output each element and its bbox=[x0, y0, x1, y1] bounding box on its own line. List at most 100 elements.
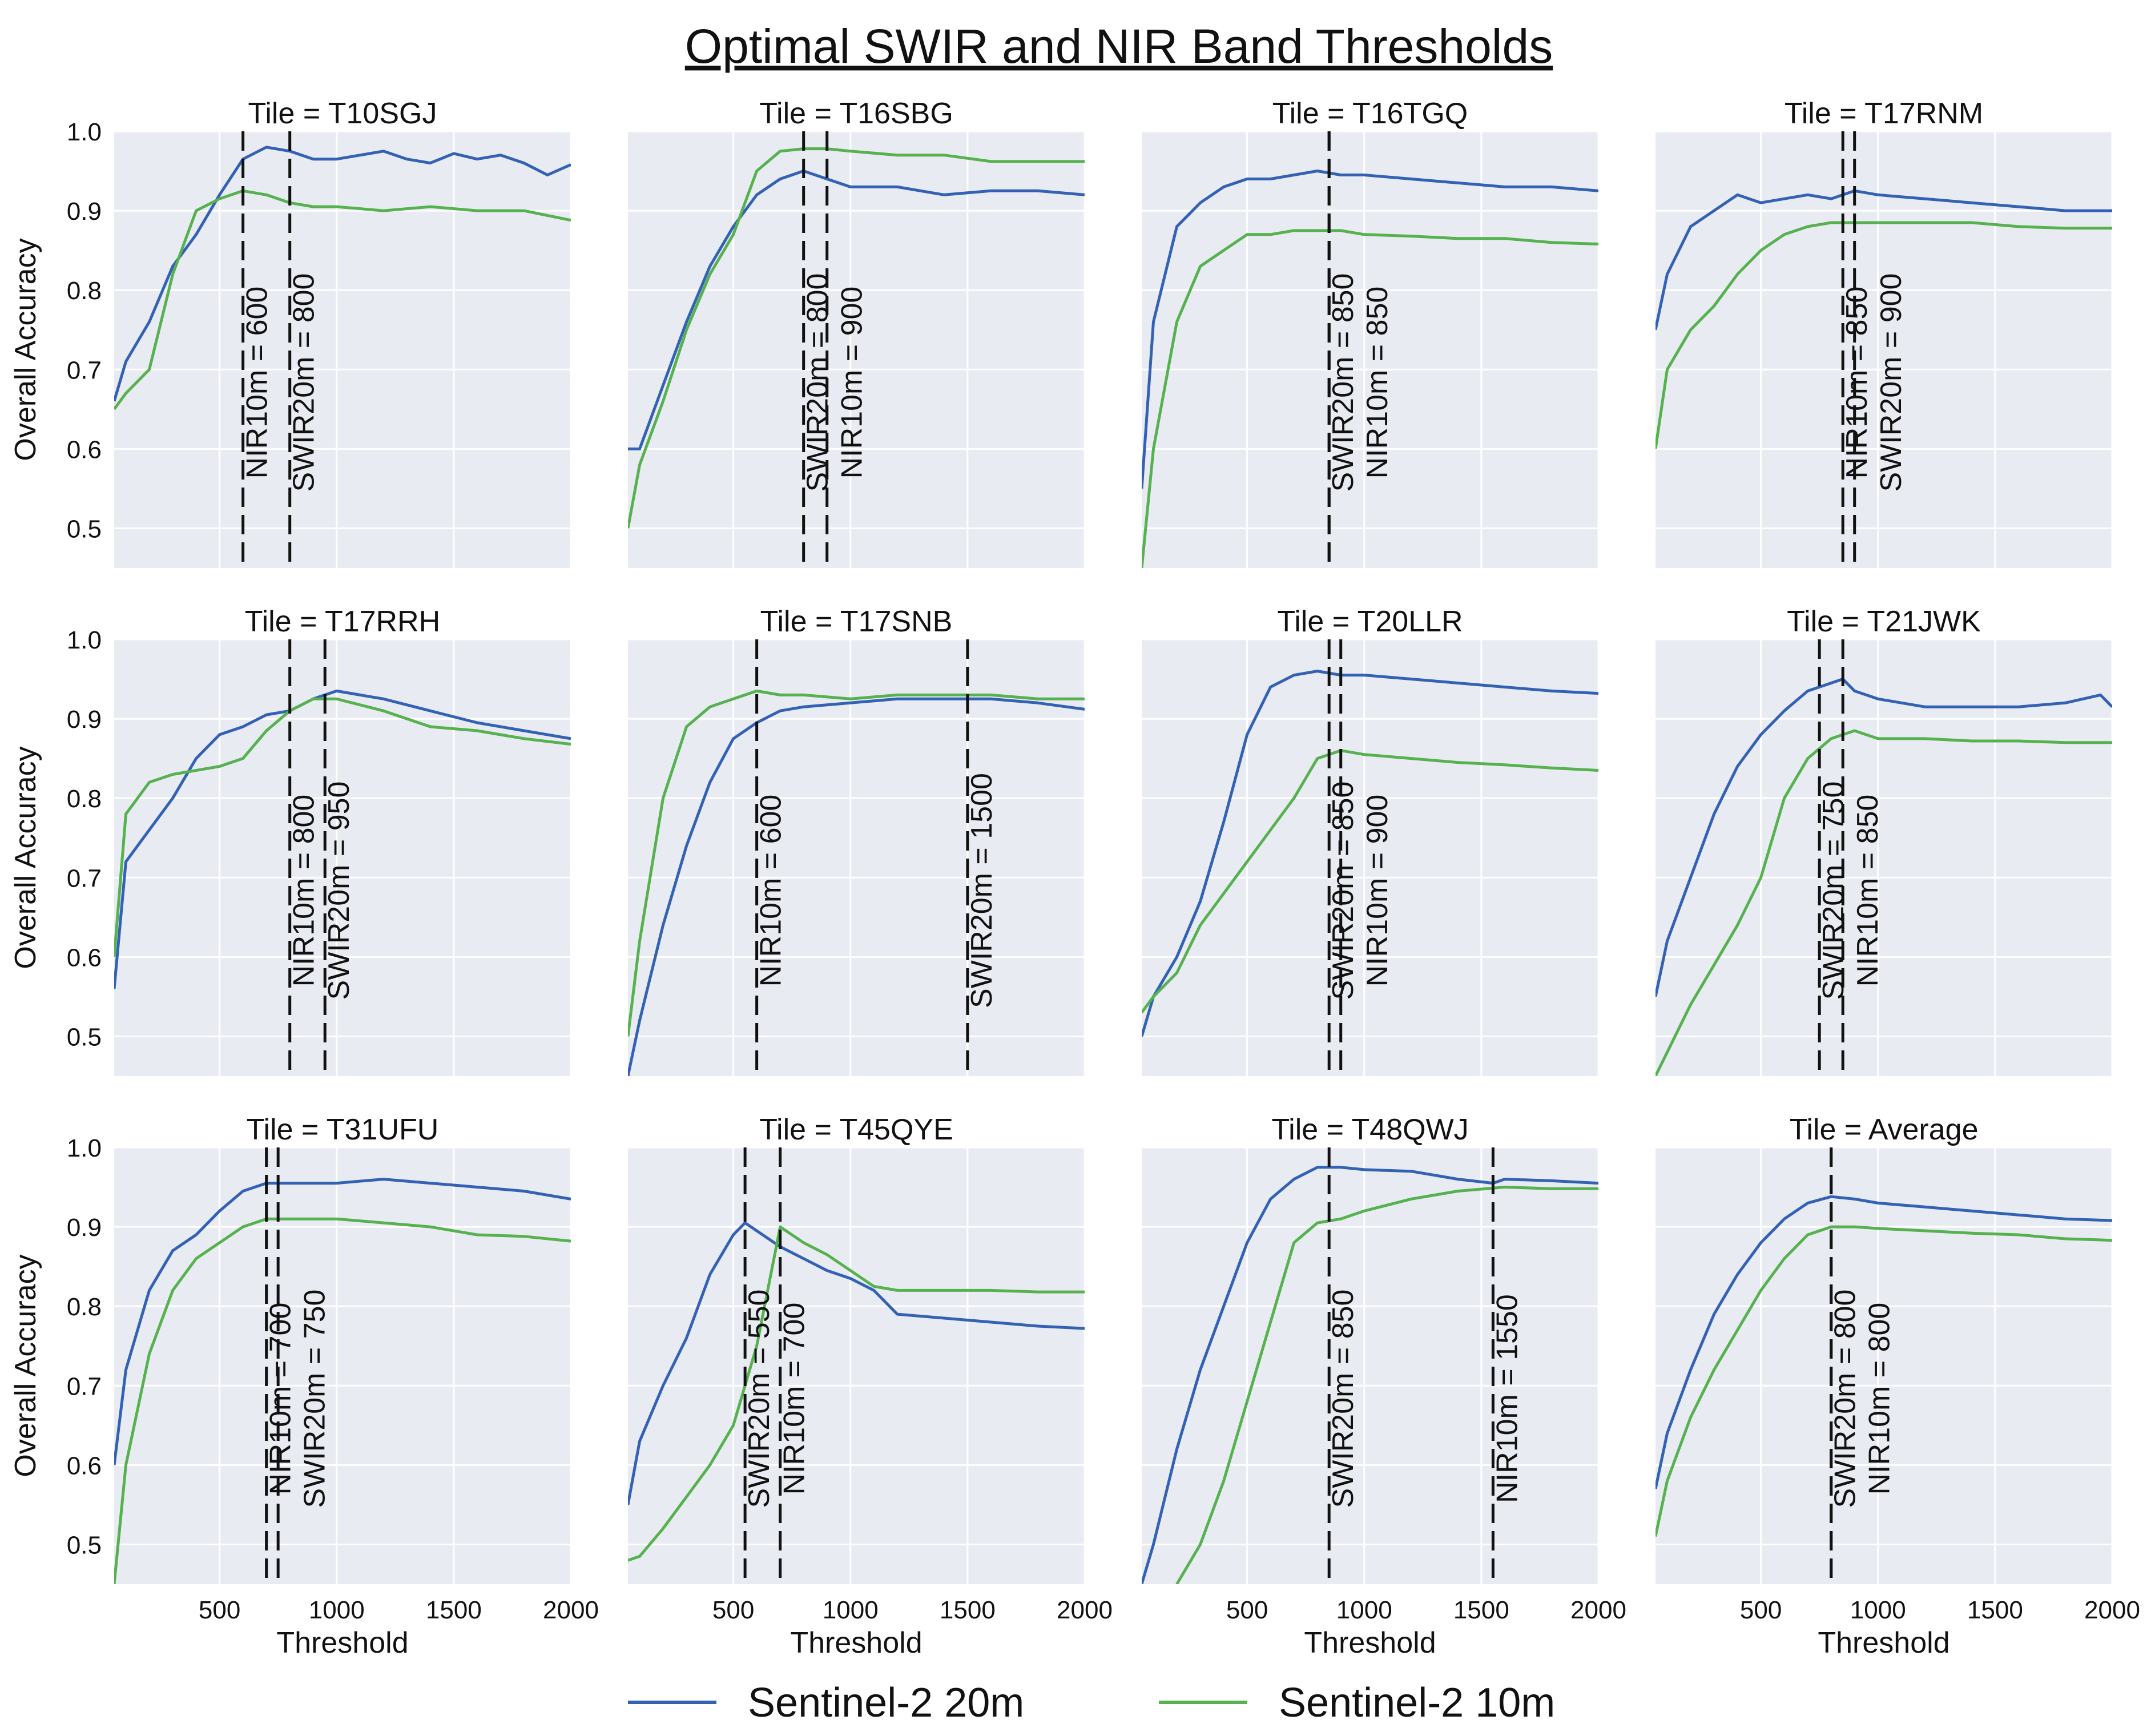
y-axis-label: Overall Accuracy bbox=[9, 746, 42, 969]
panel-grid: 0.5 0.6 0.7 0.8 0.9 1.0 Tile = T10SGJ NIR10m = … bbox=[9, 97, 2140, 1660]
x-tick-label: 1500 bbox=[940, 1596, 996, 1624]
threshold-label: NIR10m = 900 bbox=[836, 287, 869, 479]
panel-11: 500 1000 1500 2000 Tile = T48QWJ SWIR20m = 85… bbox=[1142, 1113, 1626, 1660]
x-tick-label: 2000 bbox=[543, 1596, 599, 1624]
panel-lines bbox=[1142, 131, 1598, 568]
threshold-label: NIR10m = 700 bbox=[264, 1303, 297, 1495]
series-line-s10 bbox=[1655, 729, 2112, 1076]
threshold-label: SWIR20m = 900 bbox=[1875, 273, 1908, 492]
threshold-label: NIR10m = 800 bbox=[288, 795, 321, 987]
series-line-s20 bbox=[628, 1221, 1085, 1505]
panel-lines bbox=[114, 639, 571, 1076]
panel-4: Tile = T17RNM NIR10m = 850 SWIR20m = 900 bbox=[1655, 97, 2113, 568]
series-line-s20 bbox=[1655, 678, 2112, 997]
x-tick-label: 2000 bbox=[2084, 1596, 2140, 1624]
y-tick-label: 0.9 bbox=[67, 1214, 102, 1242]
series-line-s20 bbox=[628, 170, 1085, 450]
y-tick-label: 0.7 bbox=[67, 1372, 102, 1400]
threshold-label: SWIR20m = 800 bbox=[801, 273, 835, 492]
plot-area bbox=[1655, 639, 2112, 1076]
figure-title: Optimal SWIR and NIR Band Thresholds bbox=[685, 19, 1553, 73]
panel-lines bbox=[1655, 639, 2112, 1076]
panel-lines bbox=[628, 639, 1085, 1076]
plot-area bbox=[1142, 1147, 1598, 1584]
series-line-s20 bbox=[1655, 1195, 2112, 1489]
plot-area bbox=[1655, 131, 2112, 568]
panel-lines bbox=[1655, 131, 2112, 568]
y-tick-label: 0.8 bbox=[67, 277, 102, 305]
panel-title: Tile = T17SNB bbox=[760, 605, 953, 638]
y-tick-label: 1.0 bbox=[67, 1134, 102, 1162]
x-axis-label: Threshold bbox=[790, 1626, 922, 1660]
x-tick-label: 1500 bbox=[1967, 1596, 2023, 1624]
x-axis-label: Threshold bbox=[276, 1626, 408, 1660]
panel-title: Tile = T20LLR bbox=[1277, 605, 1463, 638]
panel-12: 500 1000 1500 2000 Tile = Average SWIR20m = 8… bbox=[1655, 1113, 2140, 1660]
series-line-s10 bbox=[114, 189, 571, 410]
x-tick-label: 500 bbox=[199, 1596, 240, 1624]
plot-area bbox=[114, 131, 571, 568]
panel-9: 0.5 0.6 0.7 0.8 0.9 1.0 500 1000 1500 2000 Tile = … bbox=[9, 1113, 599, 1660]
series-line-s20 bbox=[1142, 170, 1598, 489]
series-line-s10 bbox=[628, 1225, 1085, 1562]
x-tick-label: 2000 bbox=[1057, 1596, 1113, 1624]
series-line-s10 bbox=[114, 697, 571, 957]
x-tick-label: 500 bbox=[712, 1596, 754, 1624]
threshold-label: NIR10m = 600 bbox=[755, 795, 788, 987]
plot-area bbox=[628, 131, 1085, 568]
threshold-label: SWIR20m = 850 bbox=[1327, 1290, 1360, 1508]
panel-7: Tile = T20LLR SWIR20m = 850 NIR10m = 900 bbox=[1142, 605, 1600, 1076]
x-tick-label: 500 bbox=[1226, 1596, 1268, 1624]
plot-area bbox=[114, 1147, 571, 1584]
legend-label-s20: Sentinel-2 20m bbox=[748, 1680, 1024, 1726]
threshold-label: SWIR20m = 750 bbox=[299, 1290, 332, 1508]
series-line-s20 bbox=[1142, 1166, 1598, 1584]
panel-title: Tile = Average bbox=[1790, 1113, 1979, 1146]
panel-lines bbox=[628, 131, 1085, 568]
y-tick-label: 0.5 bbox=[67, 1531, 102, 1559]
y-tick-label: 0.7 bbox=[67, 864, 102, 892]
plot-area bbox=[628, 1147, 1085, 1584]
panel-title: Tile = T48QWJ bbox=[1271, 1113, 1468, 1146]
plot-area bbox=[114, 639, 571, 1076]
threshold-label: NIR10m = 800 bbox=[1863, 1303, 1896, 1495]
panel-2: Tile = T16SBG SWIR20m = 800 NIR10m = 900 bbox=[628, 97, 1086, 568]
y-tick-label: 0.9 bbox=[67, 198, 102, 225]
panel-lines bbox=[1142, 1147, 1598, 1584]
threshold-label: SWIR20m = 950 bbox=[323, 782, 356, 1000]
y-tick-label: 0.6 bbox=[67, 944, 102, 972]
series-line-s10 bbox=[1655, 1225, 2112, 1537]
x-axis-label: Threshold bbox=[1304, 1626, 1436, 1660]
threshold-label: SWIR20m = 850 bbox=[1327, 273, 1360, 492]
panel-title: Tile = T17RRH bbox=[245, 605, 440, 638]
y-tick-label: 0.6 bbox=[67, 436, 102, 464]
panel-lines bbox=[114, 1147, 571, 1584]
x-tick-label: 1000 bbox=[309, 1596, 365, 1624]
panel-3: Tile = T16TGQ SWIR20m = 850 NIR10m = 850 bbox=[1142, 97, 1600, 568]
x-axis-label: Threshold bbox=[1818, 1626, 1949, 1660]
series-line-s20 bbox=[1142, 670, 1598, 1037]
x-tick-label: 1000 bbox=[1850, 1596, 1906, 1624]
y-tick-label: 1.0 bbox=[67, 118, 102, 146]
threshold-label: NIR10m = 850 bbox=[1361, 287, 1394, 479]
threshold-label: SWIR20m = 550 bbox=[743, 1290, 776, 1508]
y-tick-label: 0.5 bbox=[67, 1023, 102, 1051]
y-tick-label: 0.6 bbox=[67, 1452, 102, 1480]
threshold-label: SWIR20m = 800 bbox=[288, 273, 321, 492]
panel-1: 0.5 0.6 0.7 0.8 0.9 1.0 Tile = T10SGJ NIR10m = … bbox=[9, 97, 572, 568]
threshold-label: NIR10m = 700 bbox=[778, 1303, 811, 1495]
panel-lines bbox=[114, 131, 571, 568]
series-line-s10 bbox=[628, 689, 1085, 1037]
y-axis-label: Overall Accuracy bbox=[9, 1254, 42, 1477]
panel-title: Tile = T45QYE bbox=[759, 1113, 953, 1146]
panel-lines bbox=[1655, 1147, 2112, 1584]
panel-5: 0.5 0.6 0.7 0.8 0.9 1.0 Tile = T17RRH NIR10m = … bbox=[9, 605, 572, 1076]
panel-title: Tile = T16SBG bbox=[759, 97, 953, 130]
y-tick-label: 0.7 bbox=[67, 356, 102, 384]
panel-lines bbox=[1142, 639, 1598, 1076]
threshold-label: SWIR20m = 1500 bbox=[965, 773, 998, 1008]
plot-area bbox=[1142, 639, 1598, 1076]
threshold-label: NIR10m = 850 bbox=[1840, 287, 1874, 479]
y-axis-label: Overall Accuracy bbox=[9, 238, 42, 461]
